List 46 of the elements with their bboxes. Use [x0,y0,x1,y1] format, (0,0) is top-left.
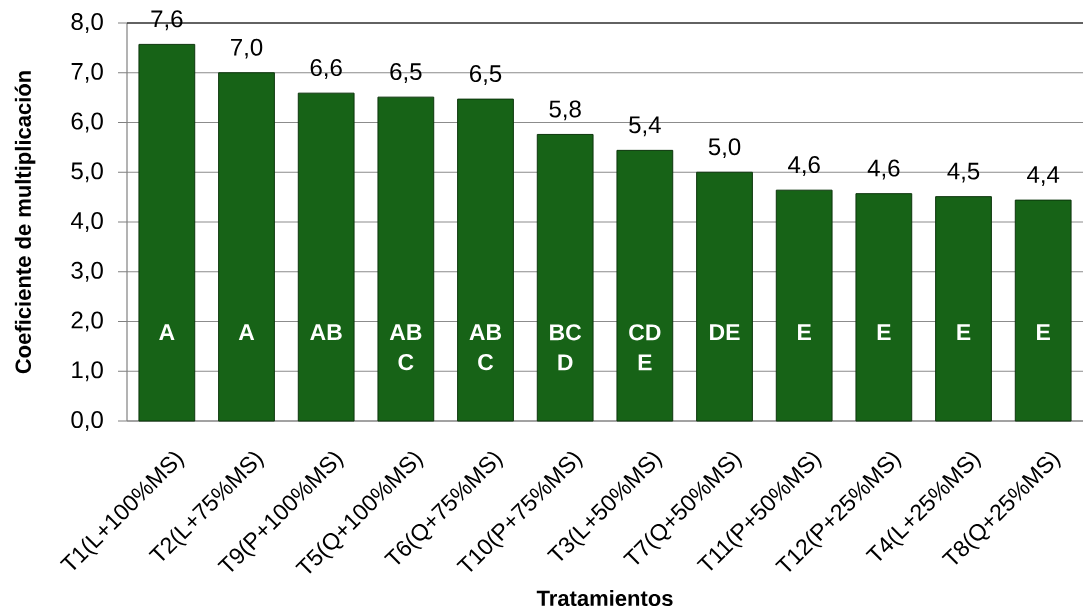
bar [616,149,674,422]
annotation: E [877,324,891,341]
bar [218,72,275,422]
y-tick-label: 7,0 [71,62,103,83]
y-tick-label: 6,0 [71,112,103,133]
annotation: E [798,324,811,341]
data-label: 7,0 [231,38,263,59]
bar [536,133,594,422]
bar [297,92,355,422]
data-label: 6,5 [390,63,422,83]
data-label: 6,5 [470,65,502,85]
y-axis-title: Coeficiente de multiplicación [14,71,36,374]
annotation: DE [710,324,740,341]
annotation: AB C [469,324,502,371]
annotation: AB C [389,324,422,371]
y-tick-label: 2,0 [71,311,103,332]
data-label: 4,6 [788,156,820,176]
bar [855,193,913,422]
data-label: 5,8 [549,100,581,121]
data-label: 4,5 [947,162,980,183]
y-tick-label: 3,0 [71,261,103,282]
bar [696,171,753,422]
bar [1014,199,1072,422]
data-label: 5,0 [708,138,741,159]
data-label: 4,4 [1027,166,1060,186]
y-tick-label: 0,0 [71,411,103,431]
y-tick-label: 8,0 [71,13,103,33]
data-label: 4,6 [867,159,900,180]
annotation: E [1037,324,1050,341]
annotation: AB [310,324,342,341]
y-tick-label: 5,0 [71,162,103,183]
y-tick-label: 4,0 [70,212,103,232]
bar [775,189,833,422]
bar [377,96,435,422]
bar [457,98,514,422]
annotation: E [957,324,971,341]
data-label: 5,4 [629,116,661,137]
annotation: BC D [550,324,582,371]
annotation: A [238,324,255,341]
x-axis-title: Tratamientos [536,589,673,607]
y-tick-label: 1,0 [72,361,103,382]
bar [935,196,992,422]
data-label: 6,6 [310,59,342,79]
annotation: A [159,324,175,341]
bar [138,43,196,422]
annotation: CD E [629,324,661,371]
